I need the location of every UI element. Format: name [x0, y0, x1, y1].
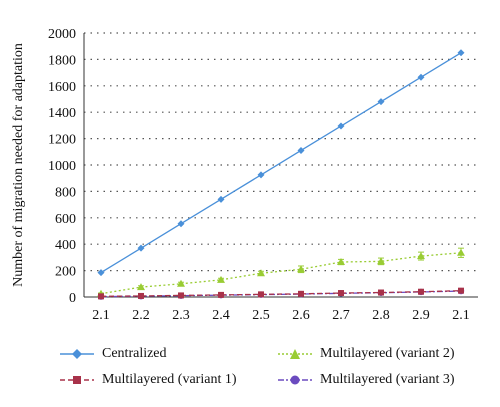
x-tick-label: 2.6	[292, 308, 310, 323]
series-line	[100, 52, 462, 274]
y-tick-label: 1000	[48, 159, 76, 174]
data-point	[258, 291, 264, 298]
y-tick-label: 200	[55, 265, 76, 280]
y-tick-label: 800	[55, 185, 76, 200]
data-point	[457, 49, 465, 57]
x-tick-label: 2.2	[132, 308, 150, 323]
data-point	[337, 258, 345, 266]
data-point	[137, 283, 145, 291]
data-point	[97, 269, 105, 277]
legend-item-variant-2: Multilayered (variant 2)	[278, 346, 455, 362]
data-point	[217, 275, 225, 283]
x-tick-labels: 2.1 2.2 2.3 2.4 2.5 2.6 2.7 2.8 2.9 2.1	[92, 308, 470, 323]
x-tick-label: 2.8	[372, 308, 390, 323]
axes	[83, 33, 478, 298]
legend-swatch-variant-1	[60, 376, 94, 384]
y-tick-label: 1400	[48, 106, 76, 121]
y-tick-label: 1200	[48, 133, 76, 148]
y-tick-label: 0	[69, 291, 76, 306]
data-point	[378, 289, 384, 296]
data-point	[138, 292, 144, 299]
data-point	[458, 287, 464, 294]
data-point	[338, 290, 344, 297]
legend-swatch-centralized	[60, 349, 94, 359]
series-multilayered-variant-2	[97, 247, 465, 297]
data-point	[218, 291, 224, 298]
data-point	[298, 290, 304, 297]
x-tick-label: 2.4	[212, 308, 230, 323]
data-point	[257, 269, 265, 277]
legend-label-centralized: Centralized	[102, 346, 167, 361]
data-point	[417, 73, 425, 81]
legend-swatch-variant-3	[278, 375, 312, 385]
series-centralized	[97, 49, 465, 277]
legend-item-centralized: Centralized	[60, 346, 167, 362]
legend-label-variant-2: Multilayered (variant 2)	[320, 346, 455, 361]
x-tick-label: 2.9	[412, 308, 430, 323]
series-line	[100, 290, 462, 297]
legend-label-variant-3: Multilayered (variant 3)	[320, 372, 455, 387]
data-point	[457, 248, 465, 256]
data-point	[377, 257, 385, 265]
legend-item-variant-3: Multilayered (variant 3)	[278, 372, 455, 388]
y-tick-labels: 0 200 400 600 800 1000 1200 1400 1600 1800 2000	[48, 27, 76, 306]
data-point	[377, 98, 385, 106]
x-tick-label: 2.1	[92, 308, 110, 323]
data-point	[417, 252, 425, 260]
data-point	[257, 171, 265, 179]
series-multilayered-variant-1	[98, 287, 464, 300]
data-point	[217, 195, 225, 203]
data-point	[177, 279, 185, 287]
x-tick-label: 2.5	[252, 308, 270, 323]
series-line	[100, 252, 462, 295]
data-point	[337, 122, 345, 130]
series-layer	[97, 49, 465, 300]
y-tick-label: 600	[55, 212, 76, 227]
data-point	[418, 288, 424, 295]
y-axis-label: Number of migration needed for adaptatio…	[11, 43, 26, 287]
x-tick-label: 2.1	[452, 308, 470, 323]
legend-label-variant-1: Multilayered (variant 1)	[102, 372, 237, 387]
x-tick-label: 2.3	[172, 308, 190, 323]
data-point	[297, 146, 305, 154]
data-point	[178, 292, 184, 299]
data-point	[137, 244, 145, 252]
y-tick-label: 1600	[48, 80, 76, 95]
data-point	[297, 265, 305, 273]
data-point	[98, 293, 104, 300]
data-point	[177, 220, 185, 228]
gridlines	[84, 32, 478, 272]
y-tick-label: 1800	[48, 53, 76, 68]
y-tick-label: 2000	[48, 27, 76, 42]
x-tick-label: 2.7	[332, 308, 350, 323]
y-tick-label: 400	[55, 238, 76, 253]
legend-swatch-variant-2	[278, 349, 312, 359]
legend-item-variant-1: Multilayered (variant 1)	[60, 372, 237, 388]
